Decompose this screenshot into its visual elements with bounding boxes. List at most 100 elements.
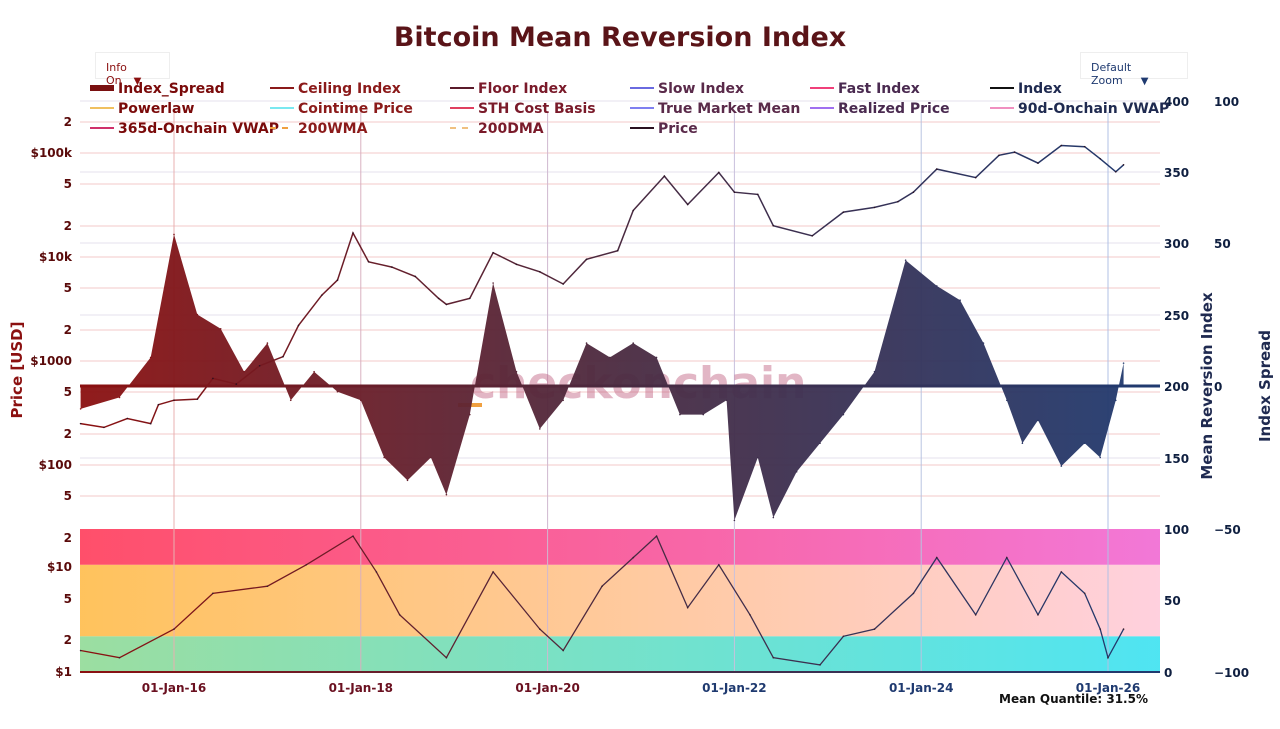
quantile-point <box>266 585 269 587</box>
mri-tick-label: 300 <box>1164 237 1189 251</box>
price-axis-title: Price [USD] <box>8 322 26 419</box>
legend-item-price[interactable]: Price <box>630 121 698 137</box>
price-point <box>632 209 635 212</box>
index-spread-point <box>445 493 448 496</box>
price-point <box>196 398 199 400</box>
mri-tick-label: 100 <box>1164 523 1189 537</box>
legend-item-true-market-mean[interactable]: True Market Mean <box>630 101 800 117</box>
legend-item-200dma[interactable]: 200DMA <box>450 121 544 137</box>
legend-item-fast-index[interactable]: Fast Index <box>810 81 920 97</box>
price-point <box>212 377 214 380</box>
legend-item-floor-index[interactable]: Floor Index <box>450 81 567 97</box>
x-tick-label: 01-Jan-26 <box>1076 681 1140 695</box>
price-point <box>562 283 564 285</box>
index-spread-tick-label: 100 <box>1214 95 1239 109</box>
legend-label: Price <box>658 121 698 137</box>
price-tick-label: $10k <box>39 250 73 264</box>
legend-item-ceiling-index[interactable]: Ceiling Index <box>270 81 401 97</box>
price-point <box>282 355 284 358</box>
quantile-point <box>1107 656 1109 659</box>
price-point <box>235 383 238 385</box>
index-spread-tick-label: 50 <box>1214 237 1231 251</box>
price-point <box>321 294 323 296</box>
quantile-point <box>974 614 977 616</box>
legend-item-slow-index[interactable]: Slow Index <box>630 81 744 97</box>
price-point <box>718 171 720 174</box>
quantile-point <box>1099 628 1102 630</box>
price-point <box>686 203 689 206</box>
legend-item-index[interactable]: Index <box>990 81 1062 97</box>
index-spread-point <box>756 456 759 459</box>
index-spread-point <box>243 370 245 373</box>
quantile-point <box>1060 571 1063 573</box>
legend-item-200wma[interactable]: 200WMA <box>270 121 368 137</box>
legend-item-powerlaw[interactable]: Powerlaw <box>90 101 194 117</box>
legend-label: Fast Index <box>838 81 920 97</box>
index-spread-point <box>360 399 362 402</box>
price-point <box>935 168 938 170</box>
legend-label: Realized Price <box>838 101 950 117</box>
quantile-point <box>772 656 775 659</box>
index-spread-point <box>1021 442 1024 445</box>
price-point <box>336 279 339 281</box>
quantile-point <box>79 649 82 652</box>
quantile-point <box>686 606 689 609</box>
index-spread-point <box>772 516 775 519</box>
legend-item-realized-price[interactable]: Realized Price <box>810 101 950 117</box>
index-spread-point <box>1083 442 1086 445</box>
price-tick-label: $100k <box>31 146 73 160</box>
price-point <box>912 191 915 193</box>
quantile-point <box>873 628 876 630</box>
index-spread-point <box>196 313 199 316</box>
x-tick-label: 01-Jan-18 <box>329 681 393 695</box>
legend-label: Index_Spread <box>118 81 225 97</box>
quantile-point <box>445 656 448 659</box>
quantile-point <box>212 592 214 595</box>
legend-label: Powerlaw <box>118 101 194 117</box>
legend-item-cointime-price[interactable]: Cointime Price <box>270 101 413 117</box>
price-tick-label: 2 <box>64 115 72 129</box>
price-tick-label: $100 <box>39 458 72 472</box>
zoom-dropdown[interactable]: Default Zoom ▼ <box>1080 52 1188 87</box>
chart-title: Bitcoin Mean Reversion Index <box>393 22 847 53</box>
info-toggle-dropdown[interactable]: Info On ▼ <box>95 52 170 87</box>
price-point <box>842 211 845 213</box>
zoom-label: Default Zoom <box>1091 61 1132 87</box>
legend-item-90d-onchain-vwap[interactable]: 90d-Onchain VWAP <box>990 101 1169 117</box>
price-tick-label: 5 <box>64 592 72 606</box>
price-point <box>663 175 666 177</box>
index-spread-point <box>515 370 518 373</box>
price-point <box>391 266 393 268</box>
price-point <box>79 422 82 425</box>
mri-tick-label: 150 <box>1164 452 1189 466</box>
price-point <box>539 271 541 273</box>
index-spread-point <box>1037 419 1039 422</box>
price-point <box>616 249 619 252</box>
price-tick-label: 5 <box>64 489 72 503</box>
index-spread-area <box>80 234 1124 521</box>
x-tick-label: 01-Jan-24 <box>889 681 953 695</box>
price-point <box>873 206 876 209</box>
index-spread-point <box>655 356 658 359</box>
price-point <box>756 193 759 196</box>
index-spread-point <box>1060 465 1063 467</box>
legend-item-index-spread[interactable]: Index_Spread <box>90 81 225 97</box>
legend-item-365d-onchain-vwap[interactable]: 365d-Onchain VWAP <box>90 121 279 137</box>
price-point <box>157 403 160 406</box>
price-point <box>733 191 736 193</box>
index-spread-point <box>1122 362 1125 364</box>
chevron-down-icon: ▼ <box>1140 76 1149 87</box>
quantile-band-0-25 <box>80 636 1160 672</box>
index-spread-point <box>1006 399 1008 402</box>
quantile-point <box>632 556 635 559</box>
mri-tick-label: 0 <box>1164 666 1172 680</box>
price-point <box>897 200 899 203</box>
legend-item-sth-cost-basis[interactable]: STH Cost Basis <box>450 101 596 117</box>
price-tick-label: 2 <box>64 531 72 545</box>
price-tick-label: 2 <box>64 633 72 647</box>
price-point <box>126 417 129 420</box>
price-point <box>258 364 261 367</box>
quantile-point <box>935 556 938 559</box>
price-point <box>367 260 370 263</box>
